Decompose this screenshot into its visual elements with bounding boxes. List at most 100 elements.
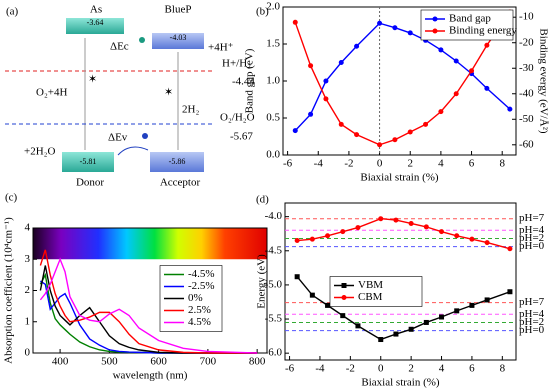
point xyxy=(355,323,361,329)
point xyxy=(469,302,475,308)
material: As xyxy=(90,4,102,16)
y-tick-label: -6.0 xyxy=(265,347,283,359)
legend-label: 2.5% xyxy=(188,304,211,316)
x-tick-label: 600 xyxy=(150,356,167,368)
point xyxy=(325,302,331,308)
legend-label: Binding energy xyxy=(449,25,517,37)
y-tick-label: -4.0 xyxy=(265,210,283,222)
reference-label: pH=7 xyxy=(519,296,545,308)
sparkle: ✶ xyxy=(88,74,97,86)
x-tick-label: 800 xyxy=(249,356,266,368)
y-tick-label: -5.5 xyxy=(265,313,283,325)
point xyxy=(338,121,344,127)
y-tick-label: 3 xyxy=(25,253,31,265)
point xyxy=(294,274,300,280)
point xyxy=(439,314,445,320)
point xyxy=(377,142,383,148)
cbm-box xyxy=(152,33,204,49)
reference-label: pH=4 xyxy=(519,308,545,320)
reference-label: pH=0 xyxy=(519,240,545,252)
point xyxy=(484,297,490,303)
plot-frame xyxy=(284,202,517,361)
y-tick-label: 2 xyxy=(25,284,31,296)
reaction: 2H₂ xyxy=(182,104,199,116)
y-tick-label: 1.0 xyxy=(266,75,280,87)
legend-box xyxy=(420,9,514,41)
point xyxy=(408,326,414,332)
panel-label: (b) xyxy=(256,6,269,18)
series-line xyxy=(296,276,511,341)
y-tick-label: -5.0 xyxy=(265,278,283,290)
arrow xyxy=(117,146,149,156)
point xyxy=(453,91,459,97)
legend-label: Band gap xyxy=(449,13,491,25)
point xyxy=(308,111,314,117)
level-value: -3.64 xyxy=(87,18,104,27)
y2-tick-label: -30 xyxy=(519,62,534,74)
point xyxy=(355,225,361,231)
reference-label: pH=7 xyxy=(519,212,545,224)
point xyxy=(309,292,315,298)
diagram: (a) As BlueP -3.64 -4.03 ΔEc +4H⁺ H+/H₂ … xyxy=(5,4,255,189)
point xyxy=(294,238,300,244)
level-value: -4.03 xyxy=(170,33,187,42)
y2-tick-label: -20 xyxy=(519,36,534,48)
y2-tick-label: -40 xyxy=(519,87,534,99)
series-line xyxy=(294,11,511,146)
point xyxy=(507,289,513,295)
redox-label: H+/H₂ xyxy=(222,58,251,70)
point xyxy=(393,217,399,223)
point xyxy=(407,129,413,135)
x-tick-label: 0 xyxy=(378,363,384,375)
x-tick-label: 4 xyxy=(439,363,445,375)
x-tick-label: 8 xyxy=(500,363,506,375)
vbm-box xyxy=(150,152,204,172)
point xyxy=(454,308,460,314)
reference-label: pH=4 xyxy=(519,224,545,236)
offset-label: ΔEc xyxy=(110,41,129,53)
y2-tick-label: -60 xyxy=(519,138,534,150)
y-tick-label: 2.0 xyxy=(266,1,280,13)
x-tick-label: 6 xyxy=(469,363,475,375)
x-tick-label: -6 xyxy=(283,158,293,170)
x-tick-label: 500 xyxy=(101,356,118,368)
point xyxy=(484,42,490,48)
vbm-box xyxy=(62,152,114,172)
cbm-box xyxy=(66,18,124,34)
material: BlueP xyxy=(165,4,192,16)
point xyxy=(338,60,344,65)
legend-box xyxy=(329,276,423,307)
y-tick-label: -4.5 xyxy=(265,244,283,256)
point xyxy=(423,224,429,230)
point xyxy=(438,47,444,53)
reference-label: pH=2 xyxy=(519,316,544,328)
point xyxy=(484,85,490,91)
point xyxy=(309,236,315,242)
point xyxy=(407,30,413,36)
role-label: Acceptor xyxy=(160,177,201,189)
x-tick-label: -2 xyxy=(344,158,353,170)
panel-label: (c) xyxy=(5,192,18,204)
series-line xyxy=(39,272,258,354)
x-tick-label: 6 xyxy=(469,158,475,170)
point xyxy=(393,331,399,337)
point xyxy=(378,216,384,222)
y2-axis-label: Binding evergy (eV/Å²) xyxy=(537,28,549,133)
x-axis-label: wavelength (nm) xyxy=(113,370,188,382)
point xyxy=(469,68,475,74)
x-tick-label: 8 xyxy=(499,158,505,170)
legend-label: VBM xyxy=(358,279,383,291)
legend-label: -2.5% xyxy=(188,280,215,292)
redox-value: -4.44 xyxy=(232,76,255,88)
level-value: -5.86 xyxy=(169,157,186,166)
sparkle: ✶ xyxy=(164,87,173,99)
point xyxy=(507,106,513,112)
y2-tick-label: -50 xyxy=(519,113,534,125)
panel-label: (a) xyxy=(6,6,19,18)
x-tick-label: -4 xyxy=(314,158,324,170)
point xyxy=(354,43,360,49)
point xyxy=(507,246,513,252)
legend-marker xyxy=(341,283,347,288)
x-axis-label: Biaxial strain (%) xyxy=(360,172,439,184)
reference-label: pH=2 xyxy=(519,232,544,244)
